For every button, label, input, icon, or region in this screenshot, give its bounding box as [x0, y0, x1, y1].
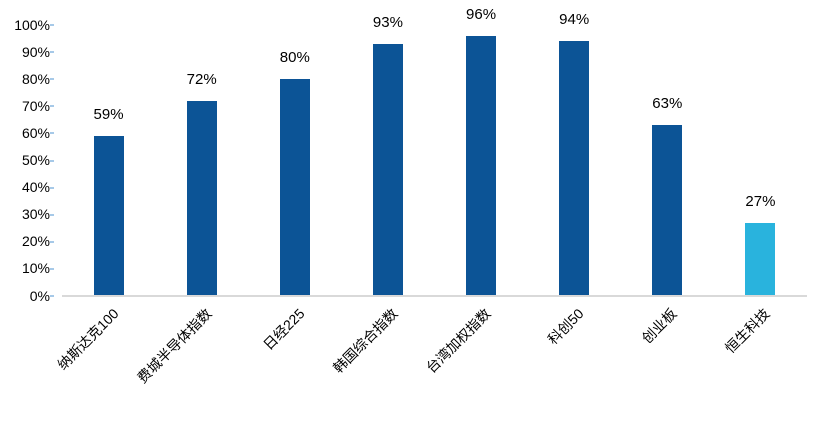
y-tick-label: 0% [29, 287, 50, 304]
bar-value-label: 27% [745, 192, 776, 210]
y-tick-mark [50, 51, 54, 54]
y-tick-mark [50, 159, 54, 162]
bar-value-label: 80% [279, 49, 310, 67]
y-tick-mark [50, 24, 54, 26]
y-tick-label: 90% [21, 43, 50, 60]
y-tick-mark [50, 132, 54, 135]
bar-value-label: 59% [93, 106, 124, 124]
y-tick-mark [50, 240, 54, 243]
bar-value-label: 63% [652, 95, 683, 113]
y-tick-mark [50, 105, 54, 108]
y-tick-label: 20% [21, 233, 50, 250]
y-tick-mark [50, 267, 54, 270]
bar [279, 79, 310, 295]
y-tick-label: 100% [14, 16, 50, 33]
bar [186, 100, 217, 295]
x-axis-line [62, 295, 807, 297]
bar [93, 136, 124, 295]
y-tick-label: 70% [21, 97, 50, 114]
y-tick-label: 10% [21, 260, 50, 277]
bar [372, 43, 403, 295]
bar [559, 41, 590, 295]
bar-value-label: 96% [466, 5, 497, 23]
bar-value-label: 72% [186, 70, 217, 88]
y-tick-mark [50, 295, 54, 297]
y-tick-mark [50, 213, 54, 216]
bar [745, 222, 776, 295]
bar [652, 125, 683, 295]
y-tick-label: 80% [21, 70, 50, 87]
y-tick-mark [50, 78, 54, 81]
x-axis-label: 恒生科技 [722, 305, 774, 357]
y-tick-label: 50% [21, 152, 50, 168]
y-tick-label: 30% [21, 206, 50, 223]
bar-value-label: 93% [372, 13, 403, 31]
y-tick-label: 60% [21, 124, 50, 141]
bar-value-label: 94% [559, 11, 590, 29]
y-tick-mark [50, 186, 54, 189]
bar [466, 35, 497, 295]
y-tick-label: 40% [21, 179, 50, 196]
